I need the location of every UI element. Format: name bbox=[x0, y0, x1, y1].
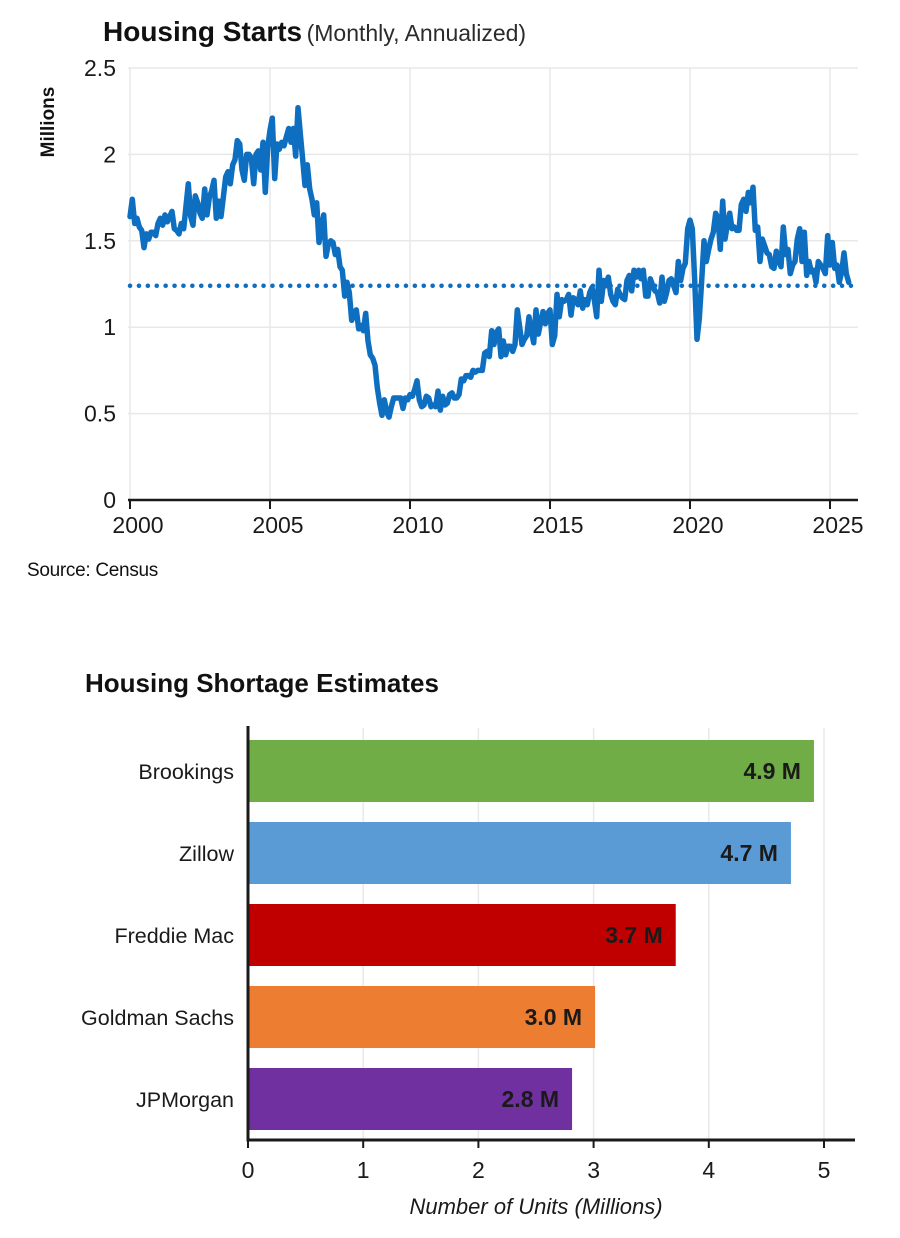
svg-text:4.7 M: 4.7 M bbox=[720, 840, 778, 866]
svg-text:1: 1 bbox=[103, 314, 116, 340]
svg-text:2005: 2005 bbox=[252, 512, 303, 538]
svg-text:2015: 2015 bbox=[532, 512, 583, 538]
x-axis-title-units: Number of Units (Millions) bbox=[409, 1194, 663, 1219]
svg-text:2000: 2000 bbox=[112, 512, 163, 538]
svg-text:1: 1 bbox=[357, 1157, 370, 1183]
svg-text:Freddie Mac: Freddie Mac bbox=[115, 924, 235, 948]
svg-text:4.9 M: 4.9 M bbox=[743, 758, 801, 784]
svg-text:5: 5 bbox=[818, 1157, 831, 1183]
svg-text:2010: 2010 bbox=[392, 512, 443, 538]
housing-shortage-title: Housing Shortage Estimates bbox=[85, 668, 439, 698]
svg-text:2: 2 bbox=[472, 1157, 485, 1183]
housing-starts-title-row: Housing Starts (Monthly, Annualized) bbox=[103, 16, 526, 48]
svg-text:Brookings: Brookings bbox=[138, 760, 234, 784]
source-note: Source: Census bbox=[27, 560, 158, 581]
svg-text:Goldman Sachs: Goldman Sachs bbox=[81, 1006, 234, 1030]
svg-text:3: 3 bbox=[587, 1157, 600, 1183]
svg-text:3.0 M: 3.0 M bbox=[525, 1004, 583, 1030]
svg-text:JPMorgan: JPMorgan bbox=[136, 1088, 234, 1112]
housing-starts-plot: 0 0.5 1 1.5 2 2.5 2000 2005 2010 2015 2020 2025 bbox=[84, 55, 864, 538]
svg-text:0: 0 bbox=[242, 1157, 255, 1183]
svg-text:2.8 M: 2.8 M bbox=[502, 1086, 560, 1112]
housing-starts-subtitle: (Monthly, Annualized) bbox=[306, 20, 527, 46]
svg-text:3.7 M: 3.7 M bbox=[605, 922, 663, 948]
svg-text:2.5: 2.5 bbox=[84, 55, 116, 81]
svg-text:2: 2 bbox=[103, 141, 116, 167]
svg-text:2025: 2025 bbox=[812, 512, 863, 538]
svg-text:Zillow: Zillow bbox=[179, 842, 234, 866]
housing-starts-title: Housing Starts bbox=[103, 16, 303, 47]
svg-text:2020: 2020 bbox=[672, 512, 723, 538]
svg-text:4: 4 bbox=[702, 1157, 715, 1183]
housing-shortage-plot: 4.9 M Brookings 4.7 M Zillow 3.7 M Freddie Ma… bbox=[81, 726, 855, 1183]
svg-text:1.5: 1.5 bbox=[84, 228, 116, 254]
svg-text:0.5: 0.5 bbox=[84, 401, 116, 427]
svg-text:0: 0 bbox=[103, 487, 116, 513]
